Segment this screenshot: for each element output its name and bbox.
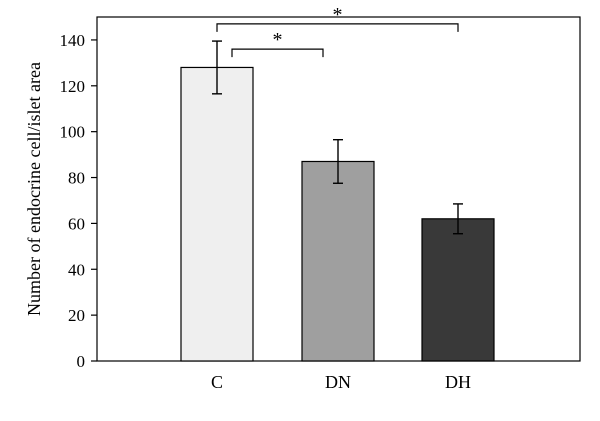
x-category-label: DN <box>325 372 351 392</box>
bar-dh <box>421 218 495 362</box>
y-tick-label: 80 <box>68 169 85 188</box>
y-tick-label: 40 <box>68 260 85 279</box>
y-tick-label: 120 <box>60 77 86 96</box>
labels: Number of endocrine cell/islet area C DN D… <box>24 62 471 392</box>
significance-brackets: ** <box>216 4 459 58</box>
y-tick-label: 0 <box>77 352 86 371</box>
y-tick-label: 20 <box>68 306 85 325</box>
significance-bracket <box>231 48 324 58</box>
x-category-label: DH <box>445 372 471 392</box>
x-category-label: C <box>211 372 223 392</box>
error-bars <box>212 40 463 235</box>
y-tick-label: 100 <box>60 123 86 142</box>
bar-c <box>180 66 254 362</box>
y-tick-label: 140 <box>60 31 86 50</box>
y-tick-label: 60 <box>68 214 85 233</box>
bar-dn <box>301 160 375 362</box>
significance-bracket <box>216 23 459 32</box>
y-axis-title: Number of endocrine cell/islet area <box>24 62 44 316</box>
significance-label: * <box>273 29 283 51</box>
bars <box>180 66 495 362</box>
significance-label: * <box>333 4 343 26</box>
